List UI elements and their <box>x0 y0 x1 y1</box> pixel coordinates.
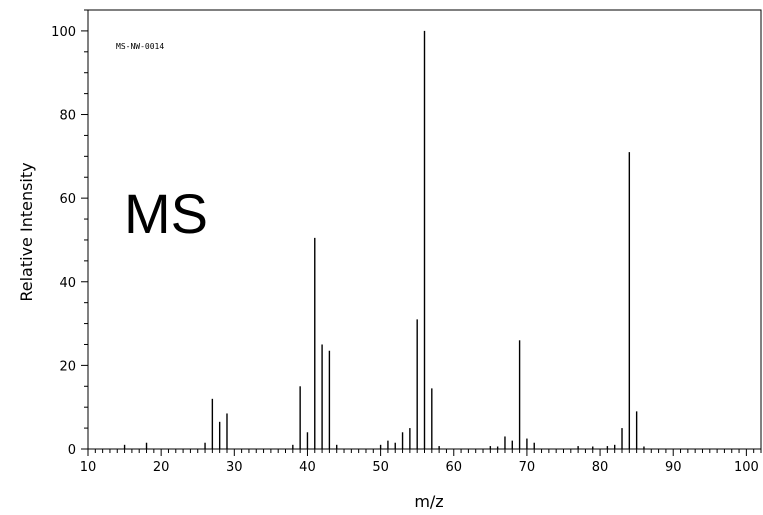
x-tick-label: 90 <box>665 460 682 475</box>
x-axis-title: m/z <box>414 492 443 511</box>
x-tick-label: 100 <box>734 460 759 475</box>
y-tick-label: 20 <box>59 359 76 374</box>
x-tick-label: 80 <box>592 460 609 475</box>
y-axis-ticks: 0 20 40 60 80 100 <box>51 9 88 458</box>
spectrum-peaks <box>123 30 645 449</box>
y-tick-label: 40 <box>59 276 76 291</box>
y-tick-label: 60 <box>59 192 76 207</box>
y-tick-label: 0 <box>68 443 76 458</box>
spectrum-type-label: MS <box>124 182 208 245</box>
x-tick-label: 20 <box>153 460 170 475</box>
x-tick-label: 60 <box>445 460 462 475</box>
spectrum-code-label: MS-NW-0014 <box>116 42 164 51</box>
x-tick-label: 30 <box>226 460 243 475</box>
x-tick-label: 50 <box>372 460 389 475</box>
x-tick-label: 10 <box>80 460 97 475</box>
y-axis-title: Relative Intensity <box>17 162 36 301</box>
y-tick-label: 100 <box>51 25 76 40</box>
x-tick-label: 40 <box>299 460 316 475</box>
y-tick-label: 80 <box>59 109 76 124</box>
x-axis-ticks: 10 20 30 40 50 60 70 80 90 100 <box>80 449 762 475</box>
x-tick-label: 70 <box>519 460 536 475</box>
